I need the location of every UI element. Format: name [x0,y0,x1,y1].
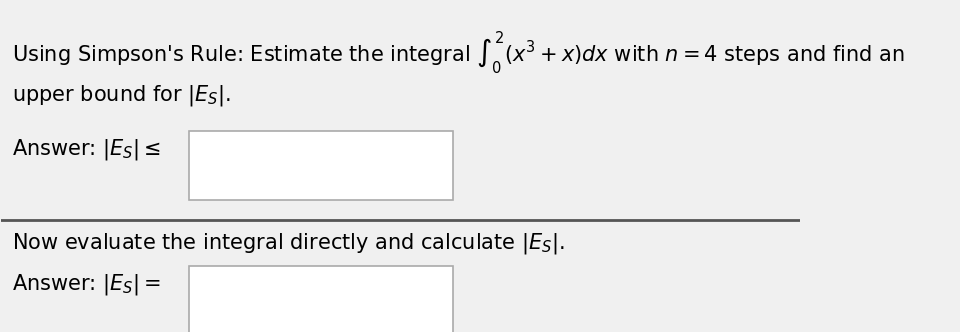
FancyBboxPatch shape [189,266,453,332]
Text: Now evaluate the integral directly and calculate $|E_S|$.: Now evaluate the integral directly and c… [12,231,564,256]
Text: Answer: $|E_S| \leq$: Answer: $|E_S| \leq$ [12,137,160,162]
Text: Using Simpson's Rule: Estimate the integral $\int_0^2 (x^3 + x)dx$ with $n = 4$ : Using Simpson's Rule: Estimate the integ… [12,30,904,76]
Text: Answer: $|E_S| =$: Answer: $|E_S| =$ [12,272,161,297]
FancyBboxPatch shape [189,131,453,200]
Text: upper bound for $|E_S|$.: upper bound for $|E_S|$. [12,83,230,108]
